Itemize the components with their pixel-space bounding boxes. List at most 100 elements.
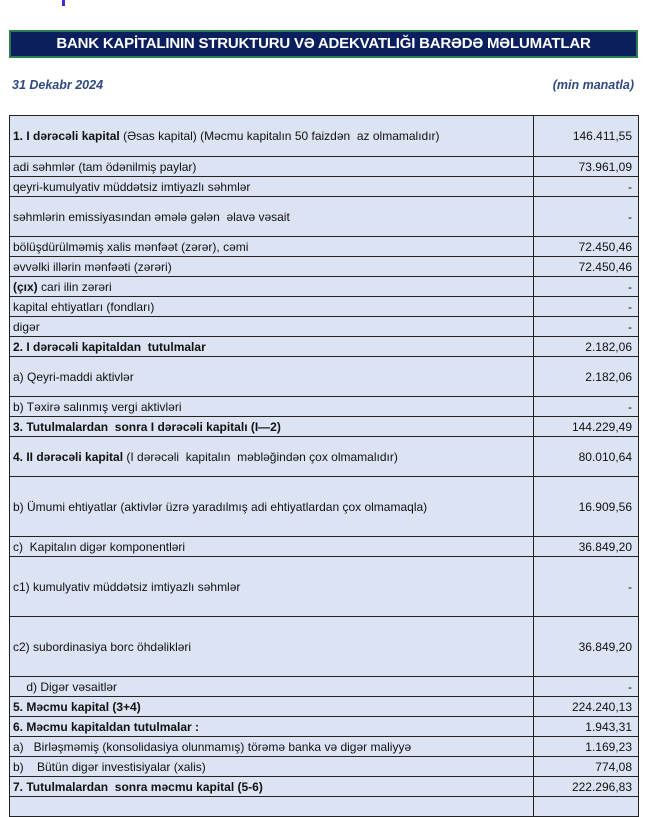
row-value: 72.450,46 bbox=[533, 236, 639, 257]
table-row: d) Digər vəsaitlər - bbox=[9, 676, 639, 697]
table-row: səhmlərin emissiyasından əmələ gələn əla… bbox=[9, 196, 639, 237]
unit-label: (min manatla) bbox=[552, 78, 634, 92]
row-label-text: səhmlərin emissiyasından əmələ gələn əla… bbox=[13, 209, 290, 224]
row-value: 73.961,09 bbox=[533, 156, 639, 177]
row-value: - bbox=[533, 276, 639, 297]
row-value: 146.411,55 bbox=[533, 115, 639, 157]
row-label-bold: 1. I dərəcəli kapital bbox=[13, 129, 120, 143]
table-row: b) Ümumi ehtiyatlar (aktivlər üzrə yarad… bbox=[9, 476, 639, 537]
row-label-text: c2) subordinasiya borc öhdəlikləri bbox=[13, 639, 192, 654]
table-row: 5. Məcmu kapital (3+4) 224.240,13 bbox=[9, 696, 639, 717]
row-label-bold: 3. Tutulmalardan sonra I dərəcəli kapita… bbox=[13, 419, 281, 434]
row-label-bold: 4. II dərəcəli kapital bbox=[13, 449, 124, 464]
row-label: b) Ümumi ehtiyatlar (aktivlər üzrə yarad… bbox=[9, 476, 534, 537]
row-value: - bbox=[533, 396, 639, 417]
row-label: digər bbox=[9, 316, 534, 337]
row-value: 16.909,56 bbox=[533, 476, 639, 537]
table-row: c) Kapitalın digər komponentləri 36.849,2… bbox=[9, 536, 639, 557]
table-row: qeyri-kumulyativ müddətsiz imtiyazlı səh… bbox=[9, 176, 639, 197]
row-label: c) Kapitalın digər komponentləri bbox=[9, 536, 534, 557]
table-row: bölüşdürülməmiş xalis mənfəət (zərər), c… bbox=[9, 236, 639, 257]
row-label: kapital ehtiyatları (fondları) bbox=[9, 296, 534, 317]
row-label: əvvəlki illərin mənfəəti (zərəri) bbox=[9, 256, 534, 277]
row-value: - bbox=[533, 676, 639, 697]
table-row: adi səhmlər (tam ödənilmiş paylar) 73.961… bbox=[9, 156, 639, 177]
row-value: 36.849,20 bbox=[533, 616, 639, 677]
table-row: 6. Məcmu kapitaldan tutulmalar : 1.943,31 bbox=[9, 716, 639, 737]
row-label-text: kapital ehtiyatları (fondları) bbox=[13, 299, 155, 314]
capital-table: 1. I dərəcəli kapital (Əsas kapital) (Mə… bbox=[9, 115, 639, 817]
row-label-text: cari ilin zərəri bbox=[37, 279, 112, 294]
row-label-text: bölüşdürülməmiş xalis mənfəət (zərər), c… bbox=[13, 239, 249, 254]
row-label-bold: 6. Məcmu kapitaldan tutulmalar : bbox=[13, 719, 200, 734]
row-label-bold: 7. Tutulmalardan sonra məcmu kapital (5-… bbox=[13, 779, 263, 794]
table-row: b) Təxirə salınmış vergi aktivləri - bbox=[9, 396, 639, 417]
row-label-text: (I dərəcəli kapitalın məbləğindən çox ol… bbox=[123, 449, 398, 464]
row-value: 80.010,64 bbox=[533, 436, 639, 477]
table-row: 7. Tutulmalardan sonra məcmu kapital (5-… bbox=[9, 776, 639, 797]
table-row bbox=[9, 796, 639, 817]
row-label: (çıx) cari ilin zərəri bbox=[9, 276, 534, 297]
row-label-text: qeyri-kumulyativ müddətsiz imtiyazlı səh… bbox=[13, 179, 251, 194]
row-label: c2) subordinasiya borc öhdəlikləri bbox=[9, 616, 534, 677]
table-row: (çıx) cari ilin zərəri - bbox=[9, 276, 639, 297]
row-label: 2. I dərəcəli kapitaldan tutulmalar bbox=[9, 336, 534, 357]
row-label: c1) kumulyativ müddətsiz imtiyazlı səhml… bbox=[9, 556, 534, 617]
row-label-bold: 5. Məcmu kapital (3+4) bbox=[13, 699, 141, 714]
row-label-text: adi səhmlər (tam ödənilmiş paylar) bbox=[13, 159, 197, 174]
row-value: - bbox=[533, 316, 639, 337]
row-label-text: b) Ümumi ehtiyatlar (aktivlər üzrə yarad… bbox=[13, 499, 428, 514]
row-value: 222.296,83 bbox=[533, 776, 639, 797]
row-value: 224.240,13 bbox=[533, 696, 639, 717]
table-row: 1. I dərəcəli kapital (Əsas kapital) (Mə… bbox=[9, 115, 639, 157]
row-label: a) Qeyri-maddi aktivlər bbox=[9, 356, 534, 397]
row-label: a) Birləşməmiş (konsolidasiya olunmamış)… bbox=[9, 736, 534, 757]
row-label-text: a) Qeyri-maddi aktivlər bbox=[13, 369, 134, 384]
table-row: 4. II dərəcəli kapital (I dərəcəli kapit… bbox=[9, 436, 639, 477]
table-row: a) Qeyri-maddi aktivlər 2.182,06 bbox=[9, 356, 639, 397]
row-value: - bbox=[533, 176, 639, 197]
table-row: əvvəlki illərin mənfəəti (zərəri) 72.450,… bbox=[9, 256, 639, 277]
row-label: b) Təxirə salınmış vergi aktivləri bbox=[9, 396, 534, 417]
row-value: 2.182,06 bbox=[533, 356, 639, 397]
row-value: 36.849,20 bbox=[533, 536, 639, 557]
row-label-text: digər bbox=[13, 319, 40, 334]
row-value: - bbox=[533, 296, 639, 317]
row-label-text: b) Təxirə salınmış vergi aktivləri bbox=[13, 399, 182, 414]
row-value: 144.229,49 bbox=[533, 416, 639, 437]
row-label: bölüşdürülməmiş xalis mənfəət (zərər), c… bbox=[9, 236, 534, 257]
report-date: 31 Dekabr 2024 bbox=[12, 78, 104, 92]
row-label: 5. Məcmu kapital (3+4) bbox=[9, 696, 534, 717]
row-label-text: c1) kumulyativ müddətsiz imtiyazlı səhml… bbox=[13, 579, 241, 594]
row-value: 1.943,31 bbox=[533, 716, 639, 737]
row-label-text: əvvəlki illərin mənfəəti (zərəri) bbox=[13, 259, 172, 274]
row-value: 2.182,06 bbox=[533, 336, 639, 357]
logo-fragment bbox=[62, 0, 65, 6]
row-value: 72.450,46 bbox=[533, 256, 639, 277]
row-label: adi səhmlər (tam ödənilmiş paylar) bbox=[9, 156, 534, 177]
row-label-text: c) Kapitalın digər komponentləri bbox=[13, 539, 186, 554]
row-label-bold: 2. I dərəcəli kapitaldan tutulmalar bbox=[13, 339, 206, 354]
row-label: səhmlərin emissiyasından əmələ gələn əla… bbox=[9, 196, 534, 237]
table-row: kapital ehtiyatları (fondları) - bbox=[9, 296, 639, 317]
row-label bbox=[9, 796, 534, 817]
row-label: 4. II dərəcəli kapital (I dərəcəli kapit… bbox=[9, 436, 534, 477]
row-label: 6. Məcmu kapitaldan tutulmalar : bbox=[9, 716, 534, 737]
table-row: b) Bütün digər investisiyalar (xalis) 774… bbox=[9, 756, 639, 777]
row-value: 774,08 bbox=[533, 756, 639, 777]
row-label-text: (Əsas kapital) (Məcmu kapitalın 50 faizd… bbox=[119, 129, 440, 143]
row-label-text: a) Birləşməmiş (konsolidasiya olunmamış)… bbox=[13, 739, 412, 754]
row-label-bold: (çıx) bbox=[13, 279, 38, 294]
row-label: qeyri-kumulyativ müddətsiz imtiyazlı səh… bbox=[9, 176, 534, 197]
table-row: c2) subordinasiya borc öhdəlikləri 36.849… bbox=[9, 616, 639, 677]
table-row: 3. Tutulmalardan sonra I dərəcəli kapita… bbox=[9, 416, 639, 437]
row-value: 1.169,23 bbox=[533, 736, 639, 757]
row-label: 3. Tutulmalardan sonra I dərəcəli kapita… bbox=[9, 416, 534, 437]
row-label: 1. I dərəcəli kapital (Əsas kapital) (Mə… bbox=[9, 115, 534, 157]
page-title: BANK KAPİTALININ STRUKTURU VƏ ADEKVATLIĞ… bbox=[9, 30, 638, 58]
table-row: digər - bbox=[9, 316, 639, 337]
row-value: - bbox=[533, 196, 639, 237]
row-label: b) Bütün digər investisiyalar (xalis) bbox=[9, 756, 534, 777]
table-row: c1) kumulyativ müddətsiz imtiyazlı səhml… bbox=[9, 556, 639, 617]
row-value bbox=[533, 796, 639, 817]
